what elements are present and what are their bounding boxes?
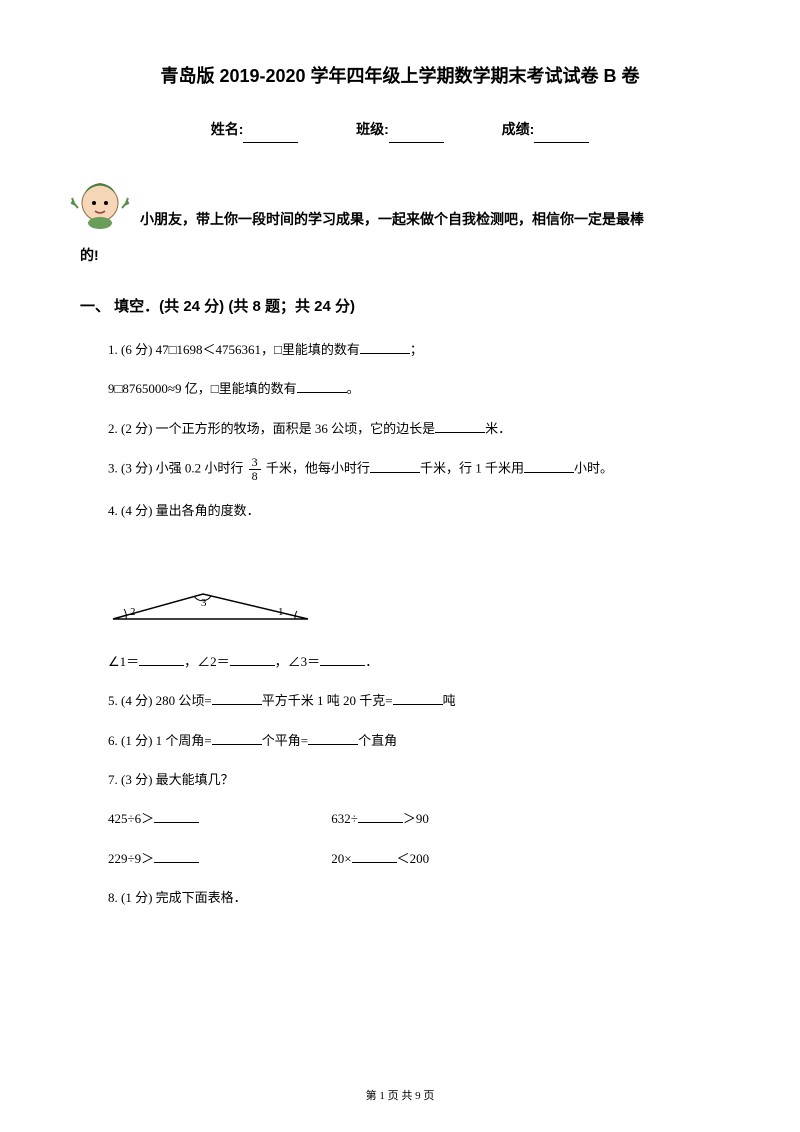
q4-a3-label: ，∠3＝: [275, 654, 321, 669]
class-label: 班级:: [356, 121, 389, 137]
q4-blank1[interactable]: [139, 654, 184, 666]
score-label: 成绩:: [502, 121, 535, 137]
q3-blank2[interactable]: [524, 461, 574, 473]
q5a-text: 5. (4 分) 280 公顷=: [108, 693, 212, 708]
q5c-text: 吨: [443, 693, 456, 708]
encourage-text-2: 的!: [80, 243, 720, 268]
frac-den: 8: [249, 470, 261, 483]
q7-blank4[interactable]: [352, 851, 397, 863]
question-6: 6. (1 分) 1 个周角= 个平角= 个直角: [108, 729, 720, 752]
score-blank[interactable]: [534, 129, 589, 143]
q3b-text: 千米，他每小时行: [263, 461, 370, 476]
question-5: 5. (4 分) 280 公顷= 平方千米 1 吨 20 千克= 吨: [108, 689, 720, 712]
question-7: 7. (3 分) 最大能填几？: [108, 768, 720, 791]
q4-blank3[interactable]: [320, 654, 365, 666]
question-8: 8. (1 分) 完成下面表格．: [108, 886, 720, 909]
q4-blank2[interactable]: [230, 654, 275, 666]
question-4-answer: ∠1＝ ，∠2＝ ，∠3＝ ．: [108, 650, 720, 673]
q1a-end: ；: [410, 342, 423, 357]
section-1-header: 一、 填空．(共 24 分) (共 8 题；共 24 分): [80, 293, 720, 320]
q6-blank2[interactable]: [308, 733, 358, 745]
q7-2a-text: 229÷9＞: [108, 851, 154, 866]
exam-title: 青岛版 2019-2020 学年四年级上学期数学期末考试试卷 B 卷: [80, 60, 720, 92]
q3d-text: 小时。: [574, 461, 613, 476]
fraction-3-8: 38: [249, 456, 261, 483]
svg-text:2: 2: [130, 606, 136, 618]
encourage-row: 小朋友，带上你一段时间的学习成果，一起来做个自我检测吧，相信你一定是最棒: [80, 173, 720, 233]
q4-end: ．: [365, 654, 378, 669]
q5-blank2[interactable]: [393, 693, 443, 705]
svg-text:3: 3: [201, 597, 207, 609]
q1a-blank[interactable]: [360, 342, 410, 354]
q6a-text: 6. (1 分) 1 个周角=: [108, 733, 212, 748]
q5-blank1[interactable]: [212, 693, 262, 705]
q7-2c-text: ＜200: [397, 851, 430, 866]
q4-a1-label: ∠1＝: [108, 654, 139, 669]
student-info-line: 姓名: 班级: 成绩:: [80, 117, 720, 142]
class-blank[interactable]: [389, 129, 444, 143]
encourage-text-1: 小朋友，带上你一段时间的学习成果，一起来做个自我检测吧，相信你一定是最棒: [140, 207, 720, 232]
q1b-end: 。: [347, 381, 360, 396]
q1a-text: 1. (6 分) 47□1698＜4756361，□里能填的数有: [108, 342, 360, 357]
question-3: 3. (3 分) 小强 0.2 小时行 38 千米，他每小时行 千米，行 1 千米…: [108, 456, 720, 483]
question-7-row2: 229÷9＞ 20× ＜200: [108, 847, 720, 870]
q1b-blank[interactable]: [297, 381, 347, 393]
q4-a2-label: ，∠2＝: [184, 654, 230, 669]
mascot-icon: [70, 173, 130, 233]
question-2: 2. (2 分) 一个正方形的牧场，面积是 36 公顷，它的边长是 米．: [108, 417, 720, 440]
q7-blank3[interactable]: [154, 851, 199, 863]
q1b-text: 9□8765000≈9 亿，□里能填的数有: [108, 381, 297, 396]
q7-1b-text: 632÷: [331, 811, 358, 826]
q3-blank1[interactable]: [370, 461, 420, 473]
q2-text: 2. (2 分) 一个正方形的牧场，面积是 36 公顷，它的边长是: [108, 421, 435, 436]
question-4: 4. (4 分) 量出各角的度数．: [108, 499, 720, 522]
q7-blank1[interactable]: [154, 811, 199, 823]
q3a-text: 3. (3 分) 小强 0.2 小时行: [108, 461, 247, 476]
q5b-text: 平方千米 1 吨 20 千克=: [262, 693, 393, 708]
q7-2b-text: 20×: [331, 851, 351, 866]
page-footer: 第 1 页 共 9 页: [0, 1087, 800, 1107]
q7-blank2[interactable]: [358, 811, 403, 823]
question-1b: 9□8765000≈9 亿，□里能填的数有 。: [108, 377, 720, 400]
triangle-diagram: 1 2 3: [108, 539, 720, 638]
svg-text:1: 1: [278, 606, 284, 618]
q7-1c-text: ＞90: [403, 811, 429, 826]
q6b-text: 个平角=: [262, 733, 308, 748]
q6-blank1[interactable]: [212, 733, 262, 745]
frac-num: 3: [249, 456, 261, 470]
name-label: 姓名:: [211, 121, 244, 137]
q2-end: 米．: [485, 421, 511, 436]
question-1a: 1. (6 分) 47□1698＜4756361，□里能填的数有 ；: [108, 338, 720, 361]
name-blank[interactable]: [243, 129, 298, 143]
q7-1a-text: 425÷6＞: [108, 811, 154, 826]
q3c-text: 千米，行 1 千米用: [420, 461, 524, 476]
q6c-text: 个直角: [358, 733, 397, 748]
q2-blank[interactable]: [435, 421, 485, 433]
question-7-row1: 425÷6＞ 632÷ ＞90: [108, 807, 720, 830]
